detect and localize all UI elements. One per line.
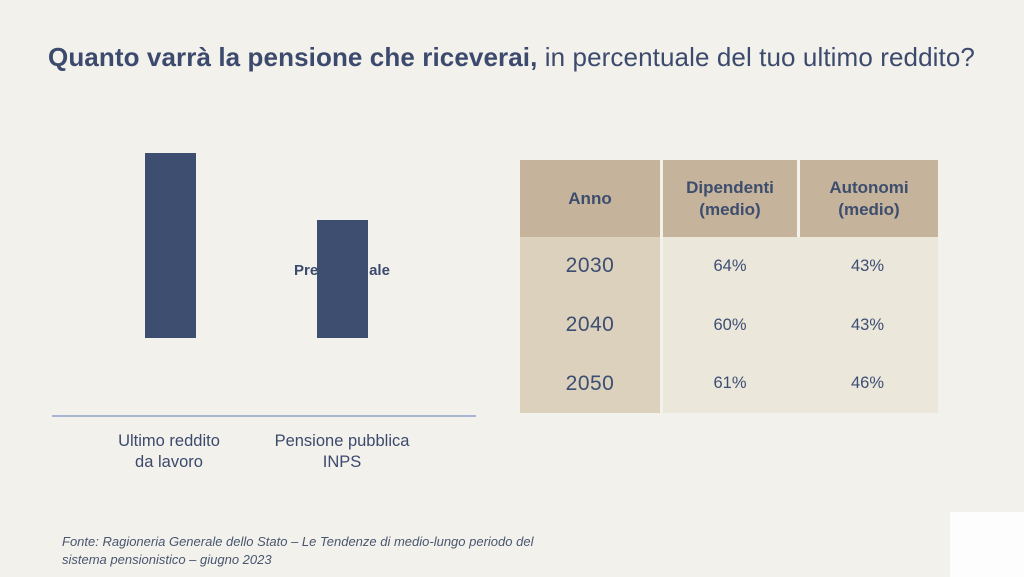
bottom-right-white-panel [950, 512, 1024, 577]
bar-chart: Gap Previdenziale Ultimo reddito da lavo… [0, 0, 500, 500]
table-header-row: Anno Dipendenti (medio) Autonomi (medio) [520, 160, 938, 237]
bar-label-ultimo-reddito: Ultimo reddito da lavoro [118, 432, 220, 471]
bar-pensione-inps [317, 220, 368, 338]
page-title-regular: in percentuale del tuo ultimo reddito? [537, 42, 975, 72]
page-title-bold: Quanto varrà la pensione che riceverai, [48, 42, 538, 72]
table-header-dipendenti: Dipendenti (medio) [663, 160, 797, 237]
value-cell-2050-dipendenti: 61% [713, 374, 747, 393]
source-note: Fonte: Ragioneria Generale dello Stato –… [62, 534, 534, 567]
year-cell-2050: 2050 [565, 371, 615, 395]
chart-baseline [52, 415, 476, 417]
year-cell-2040: 2040 [565, 313, 615, 336]
page-title: Quanto varrà la pensione che riceverai, … [48, 40, 1013, 74]
table-header-autonomi: Autonomi (medio) [800, 160, 938, 237]
table-header-anno: Anno [520, 160, 660, 237]
table-row-2040: 60% 43% [663, 296, 938, 355]
bar-label-pensione-inps: Pensione pubblica INPS [274, 432, 410, 471]
table-row-2050: 61% 46% [663, 354, 938, 413]
table-row-2030: 64% 43% [663, 237, 938, 296]
table-body: 2030 2040 2050 64% 43% 60% 43% 61% 46% [520, 237, 938, 413]
value-cell-2030-autonomi: 43% [850, 256, 885, 275]
pension-table: Anno Dipendenti (medio) Autonomi (medio)… [520, 160, 938, 413]
value-cell-2040-dipendenti: 60% [713, 315, 747, 334]
table-year-column: 2030 2040 2050 [520, 237, 660, 413]
value-cell-2030-dipendenti: 64% [713, 256, 747, 275]
value-cell-2050-autonomi: 46% [850, 374, 885, 393]
table-data-area: 64% 43% 60% 43% 61% 46% [663, 237, 938, 413]
bar-ultimo-reddito [145, 153, 196, 338]
value-cell-2040-autonomi: 43% [850, 315, 885, 334]
year-cell-2030: 2030 [565, 254, 615, 278]
